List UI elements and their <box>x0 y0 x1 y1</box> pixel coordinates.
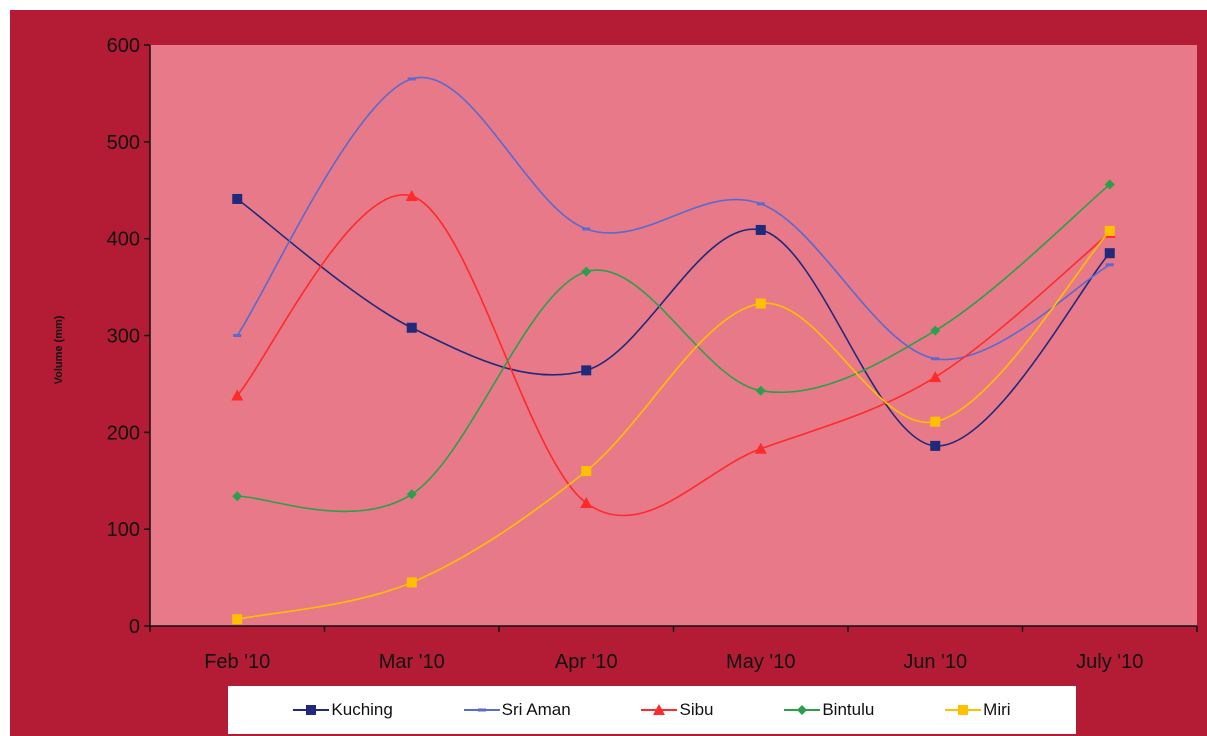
series-point-miri <box>581 466 592 477</box>
legend-swatch-marker <box>958 705 969 715</box>
series-point-sri-aman <box>931 357 940 361</box>
series-line-kuching <box>236 198 1111 447</box>
legend-label: Kuching <box>331 700 393 719</box>
legend-swatch-bintulu <box>784 705 821 715</box>
legend-swatch-marker <box>653 704 666 715</box>
series-point-miri <box>406 577 417 588</box>
legend-swatch-marker <box>797 705 808 715</box>
y-tick-label: 600 <box>107 35 140 57</box>
series-point-sri-aman <box>233 334 242 337</box>
x-tick-label: Jun '10 <box>903 651 967 673</box>
series-point-miri <box>930 416 941 427</box>
series-point-kuching <box>406 322 417 333</box>
y-tick-label: 0 <box>129 616 140 638</box>
x-tick-label: Mar '10 <box>379 651 445 673</box>
series-point-sibu <box>580 497 593 509</box>
series-point-bintulu <box>232 491 243 502</box>
y-axis-label: Volume (mm) <box>53 315 65 384</box>
series-line-sri-aman <box>236 76 1111 361</box>
series-point-bintulu <box>581 266 592 277</box>
plot-area <box>150 45 1197 626</box>
legend: Kuching Sri Aman Sibu Bintulu Miri <box>228 686 1076 734</box>
x-tick-label: July '10 <box>1076 651 1143 673</box>
series-point-bintulu <box>1104 179 1115 190</box>
series-point-kuching <box>755 224 766 235</box>
series-point-sri-aman <box>756 202 765 206</box>
series-point-sibu <box>754 442 767 454</box>
series-point-bintulu <box>930 325 941 336</box>
legend-swatch-marker <box>306 705 317 715</box>
series-point-sibu <box>231 389 244 401</box>
legend-item-miri: Miri <box>945 700 1011 720</box>
x-tick-label: Feb '10 <box>204 651 270 673</box>
series-point-kuching <box>930 440 941 451</box>
series-point-miri <box>1104 225 1115 236</box>
series-line-sibu <box>236 194 1111 517</box>
series-point-kuching <box>1104 248 1115 259</box>
legend-swatch-miri <box>945 705 982 715</box>
series-point-kuching <box>581 365 592 376</box>
series-point-sri-aman <box>582 227 591 231</box>
legend-label: Sri Aman <box>501 700 571 719</box>
legend-label: Sibu <box>679 700 714 719</box>
legend-item-bintulu: Bintulu <box>784 700 874 720</box>
series-point-bintulu <box>755 385 766 396</box>
legend-swatch-sibu <box>641 704 678 715</box>
x-tick-label: Apr '10 <box>555 651 618 673</box>
legend-item-sibu: Sibu <box>641 700 714 720</box>
series-point-sri-aman <box>407 77 416 81</box>
y-tick-label: 500 <box>107 132 140 154</box>
y-tick-label: 400 <box>107 229 140 251</box>
y-tick-label: 200 <box>107 422 140 444</box>
legend-swatch-kuching <box>293 705 330 715</box>
y-tick-label: 100 <box>107 519 140 541</box>
legend-swatch-marker <box>477 708 486 712</box>
legend-label: Bintulu <box>822 700 875 719</box>
series-point-miri <box>232 614 243 625</box>
x-tick-label: May '10 <box>726 651 795 673</box>
series-point-sibu <box>929 371 942 383</box>
series-point-miri <box>755 298 766 309</box>
series-point-sri-aman <box>1105 263 1114 267</box>
legend-label: Miri <box>983 700 1011 719</box>
series-point-kuching <box>232 193 243 204</box>
legend-item-kuching: Kuching <box>293 700 393 720</box>
legend-swatch-sri-aman <box>463 708 500 712</box>
y-tick-label: 300 <box>107 326 140 348</box>
series-point-bintulu <box>406 489 417 500</box>
legend-item-sri-aman: Sri Aman <box>463 700 571 720</box>
series-point-sibu <box>405 190 418 202</box>
